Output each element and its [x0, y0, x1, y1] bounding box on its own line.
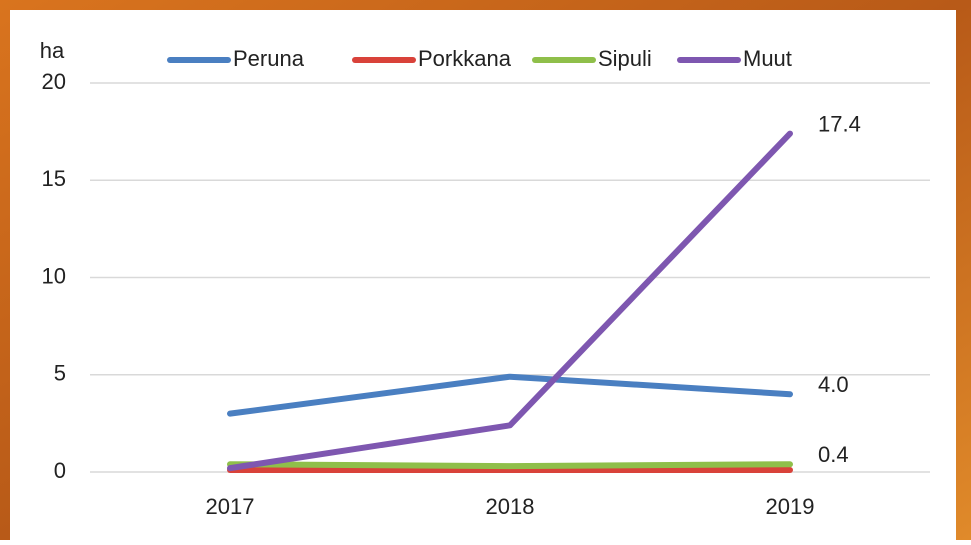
data-label: 17.4 — [818, 111, 861, 136]
x-tick-label: 2017 — [206, 494, 255, 519]
y-tick-label: 20 — [42, 69, 66, 94]
chart-panel — [10, 10, 956, 540]
y-axis-label: ha — [40, 38, 65, 63]
data-label: 4.0 — [818, 372, 849, 397]
legend-label: Porkkana — [418, 46, 512, 71]
y-tick-label: 5 — [54, 361, 66, 386]
legend-label: Muut — [743, 46, 792, 71]
y-tick-label: 15 — [42, 166, 66, 191]
x-tick-label: 2018 — [486, 494, 535, 519]
legend-label: Peruna — [233, 46, 305, 71]
y-tick-label: 0 — [54, 458, 66, 483]
x-tick-label: 2019 — [766, 494, 815, 519]
legend-label: Sipuli — [598, 46, 652, 71]
y-tick-label: 10 — [42, 263, 66, 288]
data-label: 0.4 — [818, 442, 849, 467]
chart: ha 0 5 10 15 20 2017 2018 2019 Peruna Porkkana Sip… — [0, 0, 971, 540]
series-line — [230, 464, 790, 466]
